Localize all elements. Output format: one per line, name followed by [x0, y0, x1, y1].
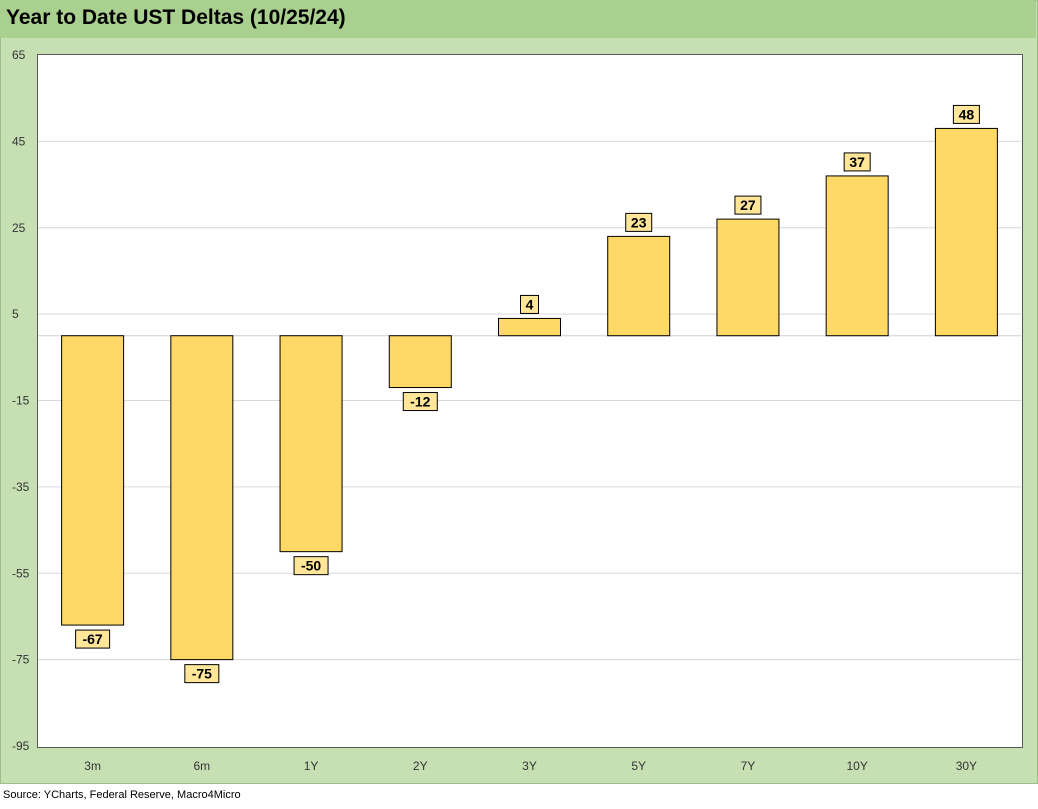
data-label: -75: [192, 666, 212, 682]
data-label-box: [293, 556, 329, 576]
bar-10Y: [825, 175, 889, 337]
y-tick-label: -35: [12, 480, 30, 494]
x-tick-label: 1Y: [304, 759, 319, 773]
bar-7Y: [716, 218, 780, 337]
chart-title: Year to Date UST Deltas (10/25/24): [6, 6, 346, 29]
x-tick-label: 10Y: [846, 759, 867, 773]
bar-5Y: [607, 235, 671, 337]
y-tick-label: 65: [12, 48, 26, 62]
data-label-box: [184, 664, 220, 684]
y-tick-label: 45: [12, 134, 26, 148]
data-label: 27: [740, 197, 756, 213]
data-label: -12: [410, 394, 430, 410]
x-tick-label: 7Y: [741, 759, 756, 773]
source-note: Source: YCharts, Federal Reserve, Macro4…: [3, 789, 241, 801]
y-tick-label: -95: [12, 739, 30, 753]
x-tick-label: 3m: [84, 759, 101, 773]
bar-3m: [61, 335, 125, 626]
data-label: -50: [301, 558, 321, 574]
x-tick-label: 30Y: [956, 759, 977, 773]
data-label-box: [75, 629, 111, 649]
data-label: 4: [526, 296, 534, 312]
y-tick-label: 25: [12, 221, 26, 235]
x-tick-label: 6m: [193, 759, 210, 773]
y-tick-label: 5: [12, 307, 19, 321]
x-tick-label: 2Y: [413, 759, 428, 773]
x-tick-label: 5Y: [631, 759, 646, 773]
bar-2Y: [388, 335, 452, 389]
data-label: -67: [82, 631, 102, 647]
bar-1Y: [279, 335, 343, 553]
data-label-box: [402, 392, 438, 412]
bar-6m: [170, 335, 234, 661]
y-tick-label: -75: [12, 653, 30, 667]
data-label-box: [952, 104, 980, 124]
y-tick-label: -15: [12, 394, 30, 408]
data-label: 48: [959, 106, 975, 122]
title-bar: Year to Date UST Deltas (10/25/24): [0, 0, 1036, 38]
data-label-box: [734, 195, 762, 215]
data-label: 23: [631, 214, 647, 230]
data-label-box: [520, 294, 539, 314]
data-label-box: [625, 212, 653, 232]
data-label: 37: [849, 154, 865, 170]
bar-3Y: [498, 317, 561, 337]
y-tick-label: -55: [12, 566, 30, 580]
data-label-box: [843, 152, 871, 172]
x-tick-label: 3Y: [522, 759, 537, 773]
bar-30Y: [934, 127, 998, 337]
